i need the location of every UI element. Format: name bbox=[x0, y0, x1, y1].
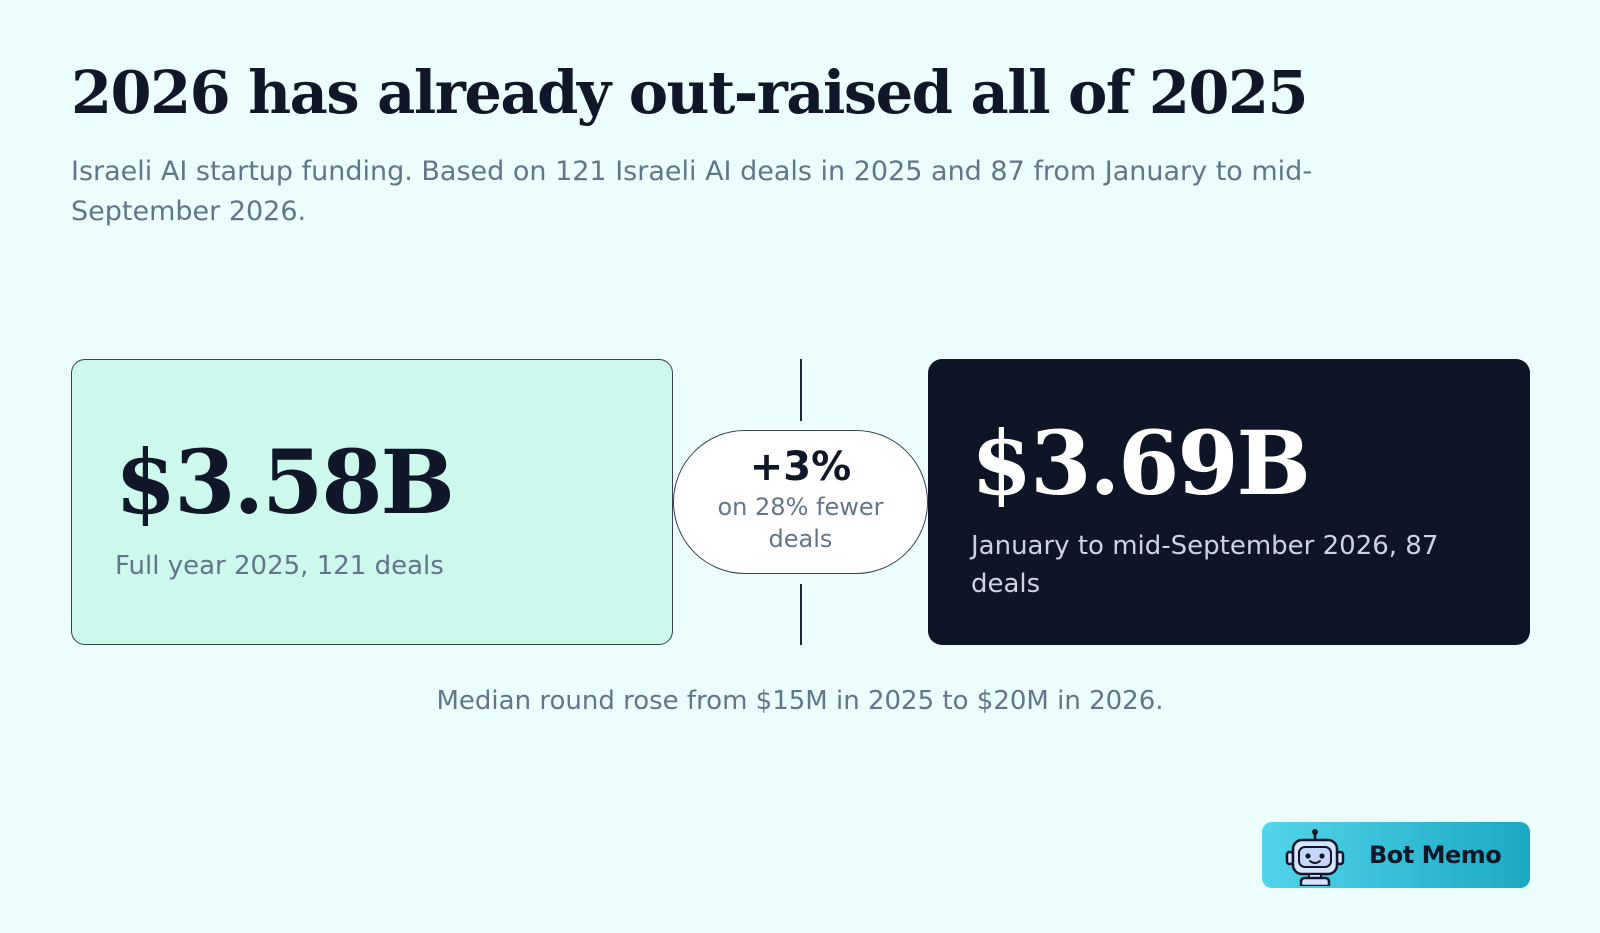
funding-2025-caption: Full year 2025, 121 deals bbox=[115, 551, 444, 581]
robot-icon bbox=[1285, 829, 1345, 886]
divider-line-top bbox=[800, 359, 802, 421]
funding-2025-value: $3.58B bbox=[115, 430, 455, 534]
funding-2026-caption: January to mid-September 2026, 87 deals bbox=[971, 531, 1439, 599]
page-title: 2026 has already out-raised all of 2025 bbox=[71, 58, 1309, 127]
brand-badge: Bot Memo bbox=[1262, 822, 1530, 888]
median-round-note: Median round rose from $15M in 2025 to $… bbox=[436, 686, 1164, 716]
change-badge: +3% on 28% fewer deals bbox=[673, 430, 928, 574]
funding-2025-card: $3.58B Full year 2025, 121 deals bbox=[71, 359, 673, 645]
change-value: +3% bbox=[749, 444, 852, 490]
divider-line-bottom bbox=[800, 584, 802, 645]
funding-2026-card: $3.69B January to mid-September 2026, 87… bbox=[928, 359, 1530, 645]
funding-2026-value: $3.69B bbox=[971, 411, 1311, 515]
change-caption: on 28% fewer deals bbox=[717, 493, 884, 553]
page-subtitle: Israeli AI startup funding. Based on 121… bbox=[71, 156, 1313, 227]
brand-name: Bot Memo bbox=[1369, 841, 1502, 869]
